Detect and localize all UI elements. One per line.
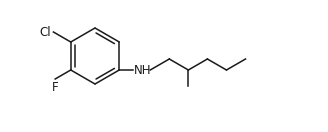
Text: NH: NH	[134, 63, 152, 77]
Text: Cl: Cl	[40, 25, 51, 39]
Text: F: F	[52, 81, 58, 94]
